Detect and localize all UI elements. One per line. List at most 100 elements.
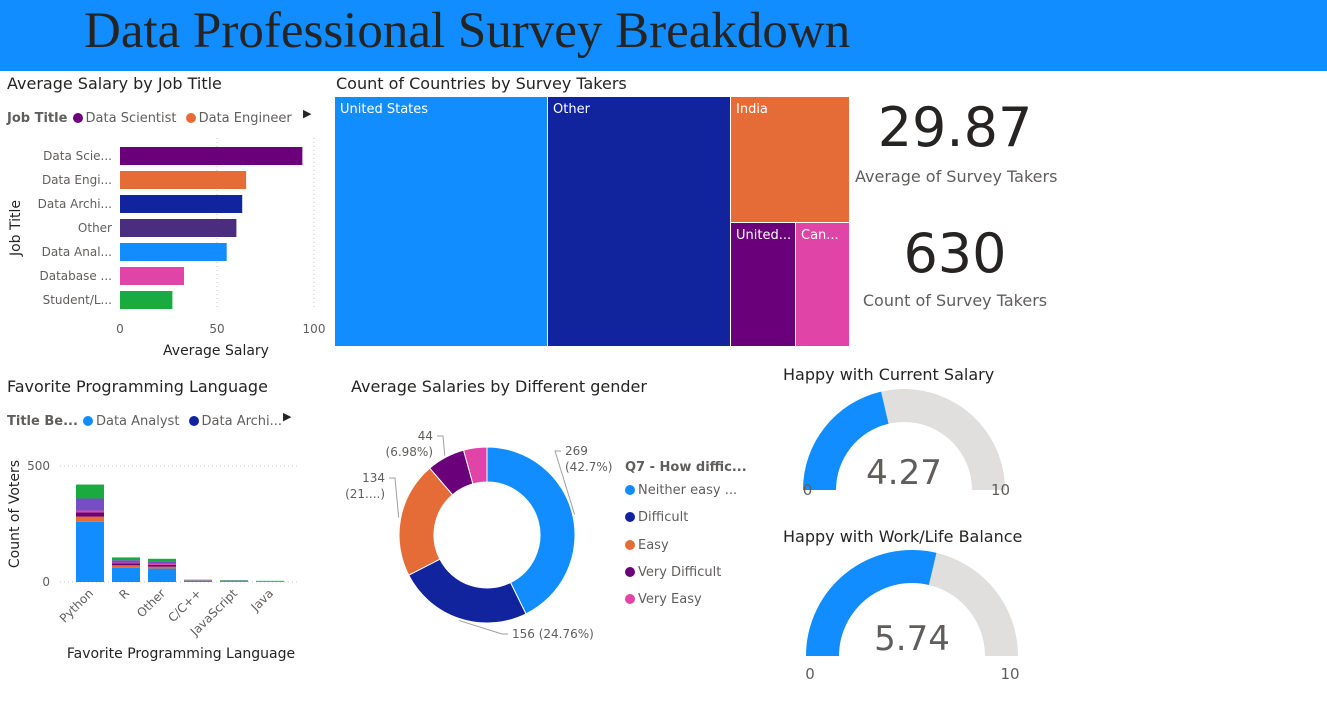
data-label-pct: (6.98%) (386, 445, 433, 459)
legend-dot (625, 485, 635, 495)
bar (120, 243, 227, 261)
gauge-value: 5.74 (874, 619, 950, 659)
bar (120, 171, 247, 189)
category-label: Database ... (39, 269, 112, 283)
gauge-value: 4.27 (866, 453, 942, 493)
category-label: Data Anal... (42, 245, 112, 259)
legend-item-data-scientist[interactable]: Data Scientist (72, 111, 177, 126)
data-label: 134 (362, 471, 385, 485)
stacked-bar-segment (148, 558, 176, 562)
legend-title: Title Be... (7, 414, 78, 429)
category-label: Other (134, 586, 168, 620)
treemap-label: India (736, 102, 768, 117)
legend-label: Difficult (638, 510, 689, 525)
stacked-bar-segment (76, 484, 104, 499)
data-label-pct: (21....) (345, 487, 385, 501)
tick-label: 0 (116, 322, 124, 336)
category-label: Student/L... (43, 293, 112, 307)
bar (120, 195, 243, 213)
bar (120, 219, 237, 237)
donut-legend-item[interactable]: Difficult (625, 510, 737, 538)
treemap-label: United... (736, 228, 791, 243)
stacked-bar-segment (148, 564, 176, 567)
page-title: Data Professional Survey Breakdown (84, 3, 851, 59)
leader-line (554, 450, 576, 515)
languages-legend[interactable]: Title Be... Data Analyst Data Archi... (7, 410, 282, 429)
treemap-tile (335, 97, 547, 346)
donut-slice (486, 446, 576, 615)
gauge-salary: 4.27 0 10 (803, 389, 1010, 499)
data-label: 44 (418, 429, 433, 443)
donut-legend-item[interactable]: Neither easy ... (625, 483, 737, 510)
gauge-balance-title: Happy with Work/Life Balance (783, 527, 1023, 546)
stacked-bar-segment (112, 562, 140, 564)
data-label: 269 (565, 444, 588, 458)
legend-item-data-engineer[interactable]: Data Engineer (182, 111, 292, 126)
legend-label: Neither easy ... (638, 483, 738, 498)
donut-slice (408, 558, 527, 624)
gender-title: Average Salaries by Different gender (351, 377, 647, 396)
tick-label: 100 (303, 322, 326, 336)
stacked-bar-segment (184, 580, 212, 582)
gauge-balance: 5.74 0 10 (805, 550, 1020, 683)
stacked-bar-segment (112, 567, 140, 582)
legend-title: Job Title (7, 111, 68, 126)
bar (120, 291, 173, 309)
gauge-min: 0 (803, 481, 813, 499)
legend-item-data-analyst[interactable]: Data Analyst (82, 414, 179, 429)
leader-line (437, 435, 446, 456)
legend-dot (625, 512, 635, 522)
data-label: 156 (24.76%) (512, 627, 594, 641)
donut-legend-title: Q7 - How diffic... (625, 460, 747, 475)
languages-title: Favorite Programming Language (7, 377, 268, 396)
category-label: Python (57, 586, 96, 625)
stacked-bar-segment (112, 557, 140, 561)
category-label: Java (248, 586, 277, 615)
stacked-bar-segment (148, 563, 176, 565)
donut-legend-item[interactable]: Very Difficult (625, 565, 737, 592)
stacked-bar-segment (76, 510, 104, 513)
countries-title: Count of Countries by Survey Takers (336, 74, 627, 93)
treemap-tile (548, 97, 730, 346)
donut-legend-item[interactable]: Very Easy (625, 592, 737, 619)
treemap-label: Other (553, 102, 591, 117)
stacked-bar-segment (76, 498, 104, 511)
legend-next-arrow-icon[interactable]: ▶ (303, 107, 312, 120)
stacked-bar-segment (148, 566, 176, 569)
x-axis-title: Favorite Programming Language (67, 646, 295, 662)
category-label: Data Scie... (43, 149, 112, 163)
stacked-bar-segment (76, 516, 104, 522)
tick-label: 0 (42, 575, 50, 589)
avg-survey-card-label: Average of Survey Takers (855, 167, 1058, 186)
category-label: Other (78, 221, 112, 235)
gauge-min: 0 (805, 665, 815, 683)
legend-next-arrow-icon[interactable]: ▶ (283, 410, 292, 423)
legend-label: Very Easy (638, 592, 702, 607)
stacked-bar-segment (112, 565, 140, 568)
legend-dot (625, 567, 635, 577)
legend-dot (625, 540, 635, 550)
stacked-bar-segment (112, 560, 140, 563)
donut-legend-item[interactable]: Easy (625, 538, 737, 565)
donut-slice (462, 446, 488, 485)
legend-item-data-architect[interactable]: Data Archi... (185, 414, 282, 429)
x-axis-title: Average Salary (163, 343, 269, 359)
count-survey-card-value: 630 (903, 222, 1007, 285)
treemap-tile (731, 97, 849, 222)
tick-label: 500 (27, 459, 50, 473)
stacked-bar-segment (148, 561, 176, 564)
treemap-label: Can... (801, 228, 839, 243)
legend-dot (625, 594, 635, 604)
category-label: Data Archi... (38, 197, 112, 211)
leader-line (389, 477, 400, 518)
donut-legend[interactable]: Neither easy ... Difficult Easy Very Diffic… (625, 483, 737, 619)
avg-survey-card-value: 29.87 (877, 96, 1033, 159)
bar (120, 267, 185, 285)
tick-label: 50 (209, 322, 224, 336)
legend-label: Very Difficult (638, 565, 722, 580)
leader-line (458, 619, 508, 635)
salary-by-job-legend[interactable]: Job Title Data Scientist Data Engineer (7, 107, 292, 126)
treemap-label: United States (340, 102, 428, 117)
stacked-bar-segment (76, 521, 104, 582)
